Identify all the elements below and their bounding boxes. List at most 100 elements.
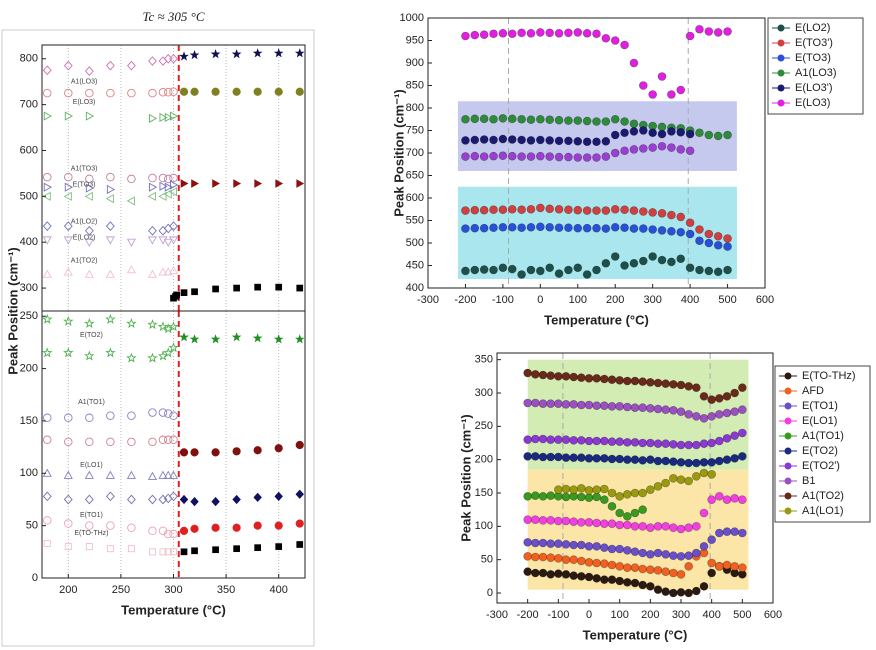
data-point	[607, 402, 617, 411]
data-point	[676, 85, 686, 95]
data-point	[699, 392, 709, 401]
y-tick-label: 950	[406, 34, 424, 46]
data-point	[42, 221, 52, 232]
legend-marker	[784, 417, 792, 425]
y-tick-label: 400	[20, 236, 38, 248]
data-point	[538, 370, 548, 380]
data-point	[554, 115, 564, 125]
data-point	[538, 452, 548, 462]
data-point	[84, 191, 93, 201]
data-point	[545, 28, 554, 38]
data-point	[692, 412, 701, 421]
y-tick-label: 700	[20, 99, 38, 111]
data-point	[180, 179, 189, 188]
x-tick-label: -200	[517, 609, 539, 621]
data-point	[623, 563, 632, 572]
data-point	[148, 88, 157, 98]
data-point	[163, 238, 173, 247]
data-point	[254, 283, 261, 291]
legend-marker	[784, 462, 792, 470]
data-point	[84, 318, 95, 329]
data-point	[191, 547, 198, 555]
annotation: E(LO2)	[73, 234, 96, 241]
data-point	[126, 264, 136, 274]
data-point	[274, 521, 283, 530]
data-point	[210, 334, 221, 344]
data-point	[715, 528, 724, 538]
data-point	[676, 475, 686, 484]
data-point	[692, 586, 701, 596]
data-point	[610, 222, 620, 232]
data-point	[546, 570, 555, 579]
annotation: A1(TO3)	[71, 166, 98, 173]
data-point	[85, 521, 94, 530]
data-point	[561, 540, 571, 549]
data-point	[667, 143, 676, 152]
data-point	[667, 227, 676, 236]
data-point	[730, 431, 739, 440]
annotation: E(TO2)	[80, 332, 103, 339]
data-point	[684, 458, 693, 468]
data-point	[653, 522, 663, 531]
data-point	[738, 428, 747, 438]
data-point	[704, 229, 714, 239]
data-point	[600, 575, 609, 584]
data-point	[722, 392, 732, 401]
data-point	[584, 493, 594, 502]
data-point	[630, 547, 640, 556]
legend-marker	[784, 507, 792, 515]
data-point	[489, 205, 498, 214]
data-point	[715, 492, 724, 501]
annotation: E(TO3)	[73, 182, 96, 189]
data-point	[531, 538, 540, 548]
y-tick-label: 150	[20, 415, 38, 427]
data-point	[163, 223, 173, 234]
data-point	[479, 223, 489, 233]
legend-label: E(TO2')	[802, 460, 840, 472]
x-tick-label: 300	[672, 609, 690, 621]
data-point	[554, 28, 564, 38]
data-point	[573, 137, 583, 146]
data-point	[629, 145, 639, 154]
data-point	[699, 414, 709, 423]
data-point	[592, 454, 601, 463]
data-point	[564, 265, 573, 275]
data-point	[669, 380, 678, 389]
y-tick-label: 150	[475, 487, 493, 499]
data-point	[554, 516, 563, 526]
data-point	[713, 131, 723, 141]
data-point	[232, 87, 241, 96]
data-point	[676, 227, 686, 237]
data-point	[620, 146, 629, 156]
data-point	[630, 438, 640, 447]
data-point	[704, 130, 714, 140]
data-point	[479, 114, 489, 124]
data-point	[584, 572, 594, 582]
data-point	[526, 265, 536, 275]
data-point	[84, 238, 94, 247]
data-point	[569, 555, 578, 564]
data-point	[253, 87, 262, 96]
data-point	[554, 539, 563, 548]
data-point	[63, 191, 72, 201]
data-point	[600, 495, 609, 504]
data-point	[722, 434, 732, 443]
data-point	[582, 153, 592, 162]
data-point	[536, 114, 545, 124]
data-point	[168, 236, 179, 245]
data-point	[707, 438, 716, 448]
data-point	[233, 284, 240, 292]
x-axis-label: Temperature (°C)	[121, 602, 226, 617]
legend-marker	[777, 69, 785, 77]
legend-label: E(TO2)	[802, 445, 838, 457]
y-tick-label: 850	[406, 79, 424, 91]
data-point	[676, 440, 686, 450]
data-point	[84, 350, 95, 361]
data-point	[545, 152, 554, 161]
data-point	[573, 263, 583, 273]
y-tick-label: 800	[20, 53, 38, 65]
legend-label: E(TO-THz)	[802, 370, 856, 382]
y-tick-label: 700	[406, 147, 424, 159]
legend-marker	[784, 372, 792, 380]
data-point	[577, 518, 586, 527]
